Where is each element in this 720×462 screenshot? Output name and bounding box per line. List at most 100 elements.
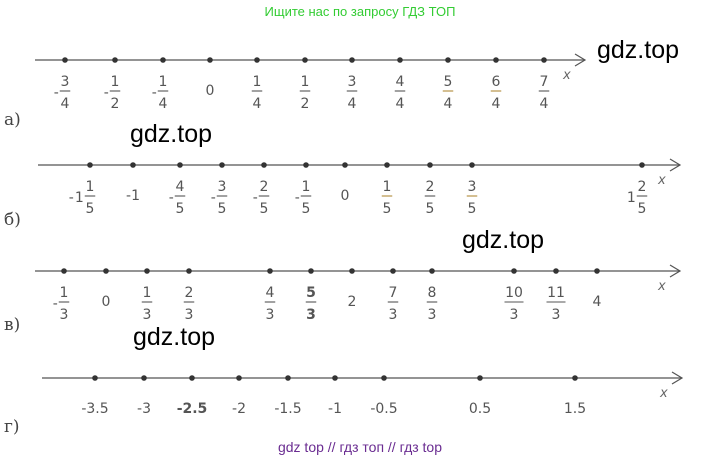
point-marker	[62, 57, 68, 63]
point-label: 35	[466, 179, 478, 217]
minus-sign: -	[104, 85, 109, 101]
fraction-denominator: 4	[348, 96, 357, 112]
arrow-head-icon	[574, 53, 587, 67]
fraction-denominator: 3	[510, 307, 519, 323]
fraction-denominator: 5	[383, 201, 392, 217]
point-label: -1	[328, 401, 342, 417]
fraction-numerator: 3	[218, 179, 227, 195]
fraction-denominator: 4	[492, 96, 501, 112]
fraction-numerator: 4	[266, 285, 275, 301]
fraction-numerator: 1	[143, 285, 152, 301]
fraction-numerator: 5	[444, 74, 453, 90]
label-text: -1	[126, 188, 140, 204]
fraction-denominator: 5	[426, 201, 435, 217]
point-label: 74	[538, 74, 550, 112]
point-marker	[541, 57, 547, 63]
point-marker	[61, 268, 67, 274]
minus-sign: -	[169, 190, 174, 206]
label-text: -3.5	[81, 401, 108, 417]
fraction-numerator: 3	[61, 74, 70, 90]
point-marker	[141, 375, 147, 381]
point-label: -2.5	[177, 401, 208, 417]
point-label: 0	[206, 83, 215, 99]
fraction-numerator: 8	[428, 285, 437, 301]
fraction-numerator: 1	[301, 74, 310, 90]
fraction-numerator: 1	[383, 179, 392, 195]
point-label: 44	[394, 74, 406, 112]
label-text: -3	[137, 401, 151, 417]
fraction-denominator: 3	[266, 307, 275, 323]
label-text: 0	[341, 188, 350, 204]
fraction-denominator: 3	[389, 307, 398, 323]
fraction-numerator: 2	[426, 179, 435, 195]
fraction-denominator: 4	[396, 96, 405, 112]
point-label: 83	[426, 285, 438, 323]
fraction-numerator: 4	[396, 74, 405, 90]
fraction-numerator: 3	[348, 74, 357, 90]
fraction-numerator: 1	[159, 74, 168, 90]
point-label: 54	[442, 74, 454, 112]
label-text: 1.5	[564, 401, 586, 417]
point-label: 1 5-	[295, 179, 312, 217]
point-label: 1.5	[564, 401, 586, 417]
fraction-denominator: 3	[552, 307, 561, 323]
fraction-numerator: 1	[111, 74, 120, 90]
point-label: 1 3-	[53, 285, 70, 323]
fraction-numerator: 10	[505, 285, 523, 301]
fraction-denominator: 5	[302, 201, 311, 217]
axis-letter: x	[659, 386, 668, 401]
point-marker	[384, 162, 390, 168]
point-marker	[267, 268, 273, 274]
point-label: 2 5-	[253, 179, 270, 217]
fraction-denominator: 5	[176, 201, 185, 217]
point-marker	[332, 375, 338, 381]
point-marker	[236, 375, 242, 381]
number-line-4: x г) -3.5 -3 -2.5 -2 -1.5 -1 -0.5 0.5 1.5	[4, 371, 684, 437]
point-marker	[189, 375, 195, 381]
label-text: 0	[206, 83, 215, 99]
label-text: -1.5	[274, 401, 301, 417]
part-label: б)	[4, 210, 21, 230]
label-text: 0	[102, 294, 111, 310]
minus-sign: -	[54, 85, 59, 101]
fraction-numerator: 1	[86, 179, 95, 195]
point-label: -1.5	[274, 401, 301, 417]
point-label: 1 4-	[152, 74, 169, 112]
point-label: 25	[424, 179, 436, 217]
point-label: 0	[341, 188, 350, 204]
point-label: 2	[348, 294, 357, 310]
point-label: -3	[137, 401, 151, 417]
point-marker	[553, 268, 559, 274]
point-label: 4	[593, 294, 602, 310]
arrow-head-icon	[669, 264, 682, 278]
label-text: -2	[232, 401, 246, 417]
point-marker	[639, 162, 645, 168]
minus-sign: -	[295, 190, 300, 206]
axis-letter: x	[562, 68, 571, 83]
point-marker	[493, 57, 499, 63]
point-label: 0	[102, 294, 111, 310]
fraction-denominator: 4	[61, 96, 70, 112]
label-text: -0.5	[370, 401, 397, 417]
point-marker	[429, 268, 435, 274]
point-label: 4 5-	[169, 179, 186, 217]
point-label: -2	[232, 401, 246, 417]
point-label: 14	[251, 74, 263, 112]
fraction-numerator: 6	[492, 74, 501, 90]
watermark-2: gdz.top	[130, 120, 213, 148]
point-label: 73	[387, 285, 399, 323]
fraction-denominator: 5	[638, 201, 647, 217]
point-label: -1	[126, 188, 140, 204]
point-marker	[103, 268, 109, 274]
point-marker	[285, 375, 291, 381]
footer-banner: gdz top // гдз топ // гдз top	[277, 439, 443, 455]
fraction-denominator: 5	[468, 201, 477, 217]
point-marker	[303, 162, 309, 168]
fraction-denominator: 4	[444, 96, 453, 112]
fraction-denominator: 4	[159, 96, 168, 112]
point-marker	[261, 162, 267, 168]
